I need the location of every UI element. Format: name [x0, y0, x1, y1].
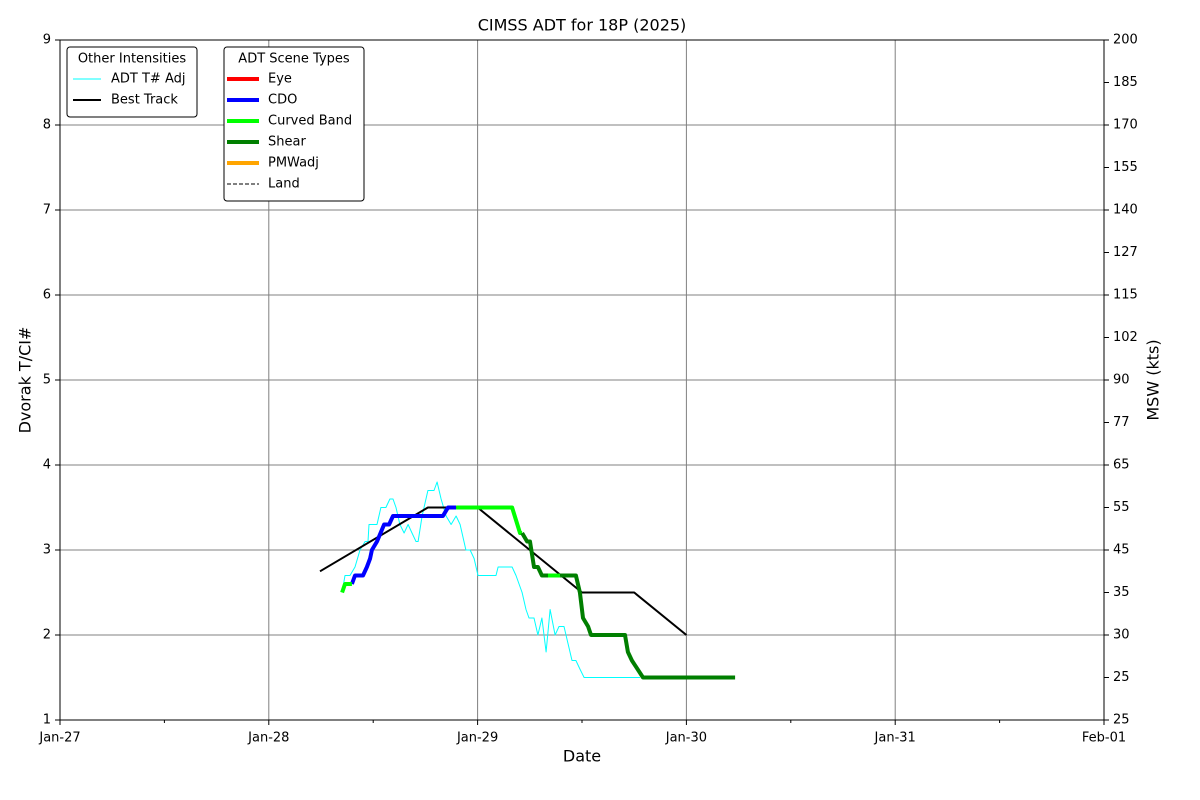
y2-tick-label: 55	[1113, 500, 1130, 515]
legend-label: Best Track	[111, 93, 178, 108]
y2-tick-label: 90	[1113, 373, 1130, 388]
x-tick-label: Feb-01	[1082, 731, 1126, 746]
y-tick-label: 5	[43, 373, 51, 388]
y2-tick-label: 77	[1113, 415, 1130, 430]
x-axis-label: Date	[563, 747, 601, 766]
chart-title: CIMSS ADT for 18P (2025)	[478, 16, 687, 35]
y2-tick-label: 140	[1113, 203, 1138, 218]
x-tick-label: Jan-30	[665, 731, 707, 746]
y-tick-label: 3	[43, 543, 51, 558]
legend-label: Curved Band	[268, 114, 352, 129]
y2-tick-label: 45	[1113, 543, 1130, 558]
y2-tick-label: 25	[1113, 713, 1130, 728]
x-tick-label: Jan-28	[247, 731, 289, 746]
y2-tick-label: 170	[1113, 118, 1138, 133]
y2-tick-label: 115	[1113, 288, 1138, 303]
y2-axis-label: MSW (kts)	[1144, 339, 1163, 420]
legend-label: Shear	[268, 135, 306, 150]
x-tick-label: Jan-29	[456, 731, 498, 746]
y-tick-label: 8	[43, 118, 51, 133]
series-line	[520, 531, 736, 680]
series-line	[350, 505, 457, 585]
y2-tick-label: 200	[1113, 33, 1138, 48]
y2-tick-label: 102	[1113, 330, 1138, 345]
y-tick-label: 7	[43, 203, 51, 218]
y-axis-label: Dvorak T/CI#	[16, 327, 35, 434]
series-line	[341, 481, 640, 678]
y2-tick-label: 127	[1113, 245, 1138, 260]
y-tick-label: 9	[43, 33, 51, 48]
y2-tick-label: 25	[1113, 670, 1130, 685]
legend-label: ADT T# Adj	[111, 72, 185, 87]
y-tick-label: 1	[43, 713, 51, 728]
y-tick-label: 2	[43, 628, 51, 643]
legend-label: PMWadj	[268, 156, 319, 171]
legend-title: Other Intensities	[78, 52, 187, 67]
legend-title: ADT Scene Types	[238, 52, 350, 67]
y2-tick-label: 155	[1113, 160, 1138, 175]
y-tick-label: 4	[43, 458, 51, 473]
y2-tick-label: 30	[1113, 628, 1130, 643]
plot-frame	[59, 39, 1105, 721]
y2-tick-label: 65	[1113, 458, 1130, 473]
series-line	[340, 505, 561, 594]
legend-label: Eye	[268, 72, 292, 87]
y-tick-label: 6	[43, 288, 51, 303]
series-line	[319, 506, 688, 636]
y2-tick-label: 35	[1113, 585, 1130, 600]
legend-label: CDO	[268, 93, 297, 108]
x-tick-label: Jan-27	[38, 731, 80, 746]
legend-label: Land	[268, 177, 300, 192]
y2-tick-label: 185	[1113, 75, 1138, 90]
x-tick-label: Jan-31	[874, 731, 916, 746]
